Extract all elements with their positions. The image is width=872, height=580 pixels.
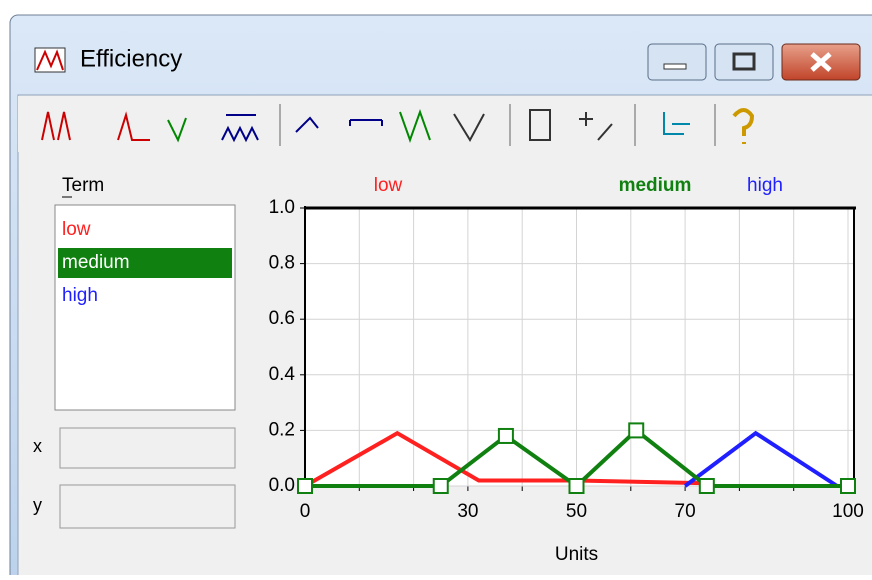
minimize-icon [663,63,687,70]
legend-label: low [374,175,403,196]
tool-icon[interactable] [41,111,71,141]
y-tick-label: 0.0 [269,475,295,496]
x-field[interactable] [59,427,236,469]
tool-icon[interactable] [221,114,259,143]
point-marker[interactable] [698,478,715,494]
tool-icon[interactable] [295,116,319,133]
term-item[interactable]: low [62,219,91,240]
x-tick-label: 100 [832,501,864,522]
tool-icon[interactable] [663,112,690,135]
y-field-label: y [33,495,42,515]
term-list[interactable] [54,204,236,411]
app-icon [34,47,66,73]
point-marker[interactable] [568,478,585,494]
tool-icon[interactable] [167,117,187,143]
term-item[interactable]: high [62,285,98,306]
toolbar [18,96,872,152]
series-line [304,430,707,488]
y-tick-label: 0.6 [269,308,295,329]
series-line [683,430,839,488]
y-field[interactable] [59,484,236,529]
point-marker[interactable] [628,422,645,439]
maximize-icon [732,52,756,71]
point-marker[interactable] [297,478,313,494]
x-axis-label: Units [555,544,598,565]
maximize-button[interactable] [714,43,774,81]
minimize-button[interactable] [647,43,707,81]
x-tick-label: 30 [457,501,478,522]
tool-icon[interactable] [453,113,485,143]
x-tick-label: 50 [566,501,587,522]
point-marker[interactable] [840,478,856,494]
y-tick-label: 0.8 [269,253,295,274]
term-label: Term [62,175,104,196]
x-tick-label: 70 [675,501,696,522]
y-tick-label: 0.2 [269,419,295,440]
legend-label: high [747,175,783,196]
point-marker[interactable] [432,478,449,494]
term-item[interactable]: medium [62,252,130,273]
tool-icon[interactable] [117,111,150,141]
point-marker[interactable] [497,427,514,444]
tool-icon[interactable] [349,119,383,126]
x-field-label: x [33,436,42,456]
selected-term-highlight [58,248,232,278]
tool-icon[interactable] [529,109,551,141]
tool-icon[interactable] [399,109,431,143]
y-tick-label: 0.4 [269,364,296,385]
x-tick-label: 0 [300,501,311,522]
legend-label: medium [619,175,692,196]
tool-icon[interactable] [579,112,613,141]
window-title: Efficiency [80,45,182,72]
help-icon[interactable] [732,108,755,144]
close-icon [810,52,832,72]
y-tick-label: 1.0 [269,197,295,218]
